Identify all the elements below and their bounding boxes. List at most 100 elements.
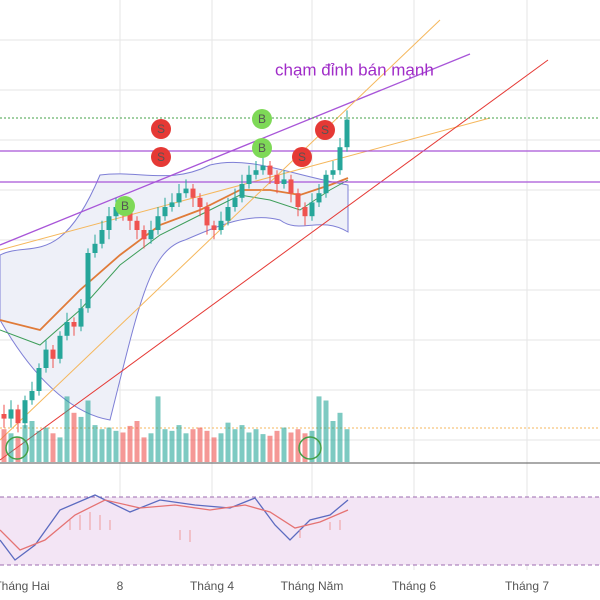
volume-bar xyxy=(29,421,35,462)
signal-markers: S S B B B S S xyxy=(5,109,335,460)
buy-marker xyxy=(252,109,272,129)
candle-body xyxy=(92,243,98,253)
trend-line xyxy=(0,53,471,246)
volume-bar xyxy=(85,400,91,462)
volume-marker xyxy=(298,436,322,460)
candle-body xyxy=(8,409,14,419)
sell-marker xyxy=(151,147,171,167)
candle-body xyxy=(190,188,196,198)
volume-bar xyxy=(148,433,154,462)
candle-body xyxy=(22,400,28,424)
volume-bar xyxy=(71,412,77,462)
candle-body xyxy=(71,322,77,327)
candle-body xyxy=(85,253,91,309)
candle-body xyxy=(127,211,133,221)
volume-bar xyxy=(78,416,84,462)
volume-bar xyxy=(141,437,147,462)
volume-bar xyxy=(330,421,336,462)
volume-bar xyxy=(211,437,217,462)
candle-body xyxy=(274,174,280,184)
volume-bar xyxy=(239,425,245,462)
volume-bar xyxy=(127,425,133,462)
volume-bar xyxy=(316,396,322,462)
candle-body xyxy=(155,216,161,230)
marker-label: B xyxy=(121,199,129,213)
volume-bar xyxy=(337,412,343,462)
candle-body xyxy=(253,170,259,175)
volume-bar xyxy=(281,427,287,462)
x-tick-label: Tháng Năm xyxy=(281,579,344,593)
volume-bar xyxy=(36,430,42,462)
candle-body xyxy=(316,193,322,203)
volume-bar xyxy=(162,429,168,462)
candle-body xyxy=(337,147,343,171)
volume-bar xyxy=(232,429,238,462)
candle-body xyxy=(183,188,189,194)
candle-body xyxy=(50,349,56,359)
candle-body xyxy=(281,179,287,184)
volume-bar xyxy=(92,425,98,462)
candle-body xyxy=(106,216,112,230)
sell-marker xyxy=(151,119,171,139)
volume-bar xyxy=(204,430,210,462)
volume-bar xyxy=(218,433,224,462)
volume-bar xyxy=(1,429,7,462)
volume-bar xyxy=(50,433,56,462)
trend-line xyxy=(0,117,491,251)
candle-body xyxy=(302,207,308,217)
volume-bar xyxy=(190,429,196,462)
volume-bar xyxy=(302,433,308,462)
volume-bar xyxy=(155,396,161,462)
volume-bar xyxy=(43,427,49,462)
volume-bar xyxy=(176,425,182,462)
candle-body xyxy=(176,193,182,203)
volume-bar xyxy=(288,432,294,462)
candle-body xyxy=(113,207,119,217)
candle-body xyxy=(134,220,140,230)
volume-bar xyxy=(344,429,350,462)
volume-bar xyxy=(57,437,63,462)
volume-bar xyxy=(134,421,140,462)
volume-bar xyxy=(225,422,231,462)
volume-bar xyxy=(253,429,259,462)
candle-body xyxy=(1,414,7,419)
sell-marker xyxy=(292,147,312,167)
sell-marker xyxy=(315,120,335,140)
volume-bar xyxy=(274,430,280,462)
candle-body xyxy=(64,322,70,336)
buy-marker xyxy=(252,138,272,158)
volume-bar xyxy=(8,433,14,462)
candle-body xyxy=(99,230,105,244)
marker-label: B xyxy=(258,112,266,126)
x-tick-label: Tháng Hai xyxy=(0,579,50,593)
trend-line xyxy=(0,59,549,461)
candle-body xyxy=(267,165,273,175)
candle-body xyxy=(15,409,21,424)
volume-bar xyxy=(295,429,301,462)
volume-bar xyxy=(113,430,119,462)
candle-body xyxy=(309,202,315,217)
x-tick-label: 8 xyxy=(117,579,124,593)
x-tick-label: Tháng 7 xyxy=(505,579,549,593)
volume-bar xyxy=(22,425,28,462)
candle-body xyxy=(260,165,266,171)
osc-signal xyxy=(0,499,349,551)
candle-body xyxy=(323,174,329,194)
candle-body xyxy=(148,230,154,240)
marker-label: B xyxy=(258,141,266,155)
volume-bar xyxy=(246,432,252,462)
candle-body xyxy=(43,349,49,368)
candle-body xyxy=(141,230,147,240)
marker-label: S xyxy=(321,123,329,137)
candle-body xyxy=(288,179,294,194)
candle-body xyxy=(169,202,175,207)
candle-body xyxy=(36,368,42,391)
candle-body xyxy=(344,119,350,148)
candle-body xyxy=(246,174,252,184)
x-tick-label: Tháng 6 xyxy=(392,579,436,593)
candle-body xyxy=(239,184,245,198)
candle-body xyxy=(204,207,210,226)
candle-body xyxy=(162,207,168,217)
marker-label: S xyxy=(157,122,165,136)
